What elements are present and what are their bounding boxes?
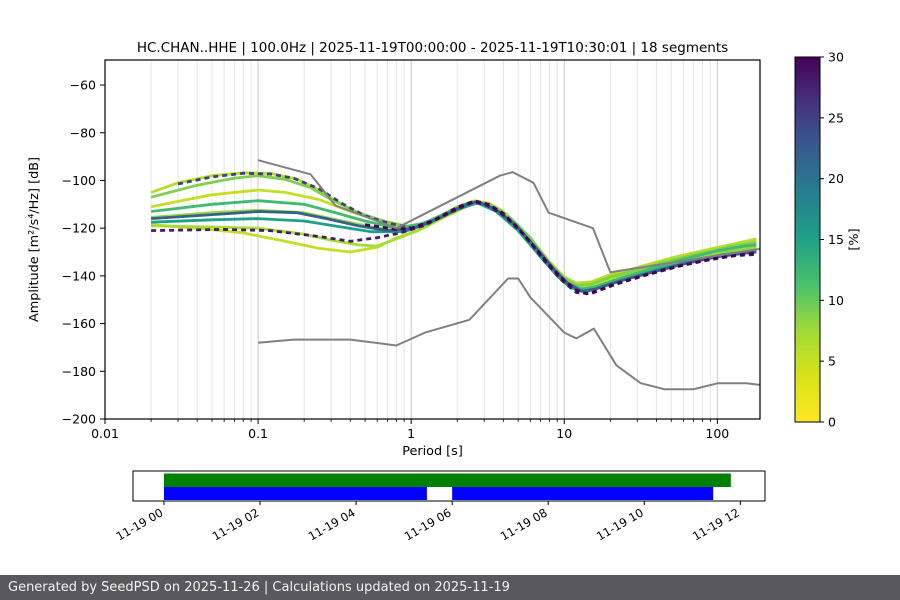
x-tick-label: 0.1 (248, 426, 268, 441)
noise-model-lines (257, 159, 760, 391)
y-tick-label: −200 (62, 412, 96, 427)
y-tick-label: −80 (70, 125, 96, 140)
colorbar-tick-label: 30 (828, 50, 844, 65)
colorbar-tick-label: 0 (828, 415, 836, 430)
footer-text: Generated by SeedPSD on 2025-11-26 | Cal… (8, 580, 510, 595)
colorbar-tick-label: 25 (828, 110, 844, 125)
y-tick-label: −160 (62, 316, 96, 331)
nlnm-line (258, 277, 760, 391)
x-tick-label: 10 (556, 426, 572, 441)
timeline-tick-label: 11-19 06 (402, 505, 454, 543)
psd-curve (364, 199, 757, 296)
x-tick-label: 100 (705, 426, 729, 441)
plot-frame (104, 59, 761, 420)
colorbar-tick-label: 20 (828, 171, 844, 186)
plot-border (104, 59, 761, 420)
timeline-tick-label: 11-19 02 (210, 505, 262, 543)
colorbar-gradient (794, 56, 821, 423)
footer-bar: Generated by SeedPSD on 2025-11-26 | Cal… (0, 575, 900, 600)
psd-curves (150, 171, 757, 296)
coverage-timeline: 11-19 00 11-19 02 11-19 04 11-19 06 11-19 08… (114, 470, 766, 543)
psd-curve (150, 188, 757, 288)
timeline-blue-segment (452, 487, 714, 500)
y-tick-label: −140 (62, 268, 96, 283)
x-axis-label: Period [s] (402, 444, 463, 459)
ppsd-chart: 0.01 0.1 1 10 100−200−180−160−140−120−100−80… (27, 40, 862, 543)
x-tick-label: 0.01 (91, 426, 119, 441)
timeline-blue-segment (163, 487, 427, 500)
chart-title: HC.CHAN..HHE | 100.0Hz | 2025-11-19T00:0… (137, 40, 728, 56)
psd-curve (151, 201, 757, 293)
psd-curve (150, 201, 757, 291)
colorbar-tick-label: 5 (828, 354, 836, 369)
y-tick-label: −120 (62, 221, 96, 236)
y-tick-label: −60 (70, 78, 96, 93)
psd-curve (151, 200, 757, 293)
psd-curve (177, 171, 412, 230)
timeline-tick-label: 11-19 04 (306, 505, 358, 543)
timeline-green-segment (163, 473, 731, 487)
nhnm-line (257, 159, 760, 274)
axis-ticks-and-labels: 0.01 0.1 1 10 100 −200 −180 −160 −140 −120 −100 −80… (27, 40, 729, 459)
colorbar-axis-label: [%] (847, 228, 862, 250)
timeline-tick-label: 11-19 00 (114, 505, 166, 543)
timeline-tick-label: 11-19 08 (498, 505, 550, 543)
y-tick-label: −180 (62, 364, 96, 379)
y-tick-label: −100 (62, 173, 96, 188)
timeline-tick-label: 11-19 12 (690, 505, 742, 543)
psd-curve (150, 201, 757, 291)
y-axis-label: Amplitude [m²/s⁴/Hz] [dB] (27, 157, 42, 322)
x-tick-label: 1 (407, 426, 415, 441)
psd-curve (151, 200, 757, 292)
colorbar: 0 5 10 15 20 25 30 [%] (794, 50, 862, 430)
plot-gridlines (104, 60, 718, 419)
psd-curve (151, 201, 757, 296)
timeline-tick-label: 11-19 10 (594, 505, 646, 543)
colorbar-tick-label: 15 (828, 232, 844, 247)
colorbar-tick-label: 10 (828, 293, 844, 308)
